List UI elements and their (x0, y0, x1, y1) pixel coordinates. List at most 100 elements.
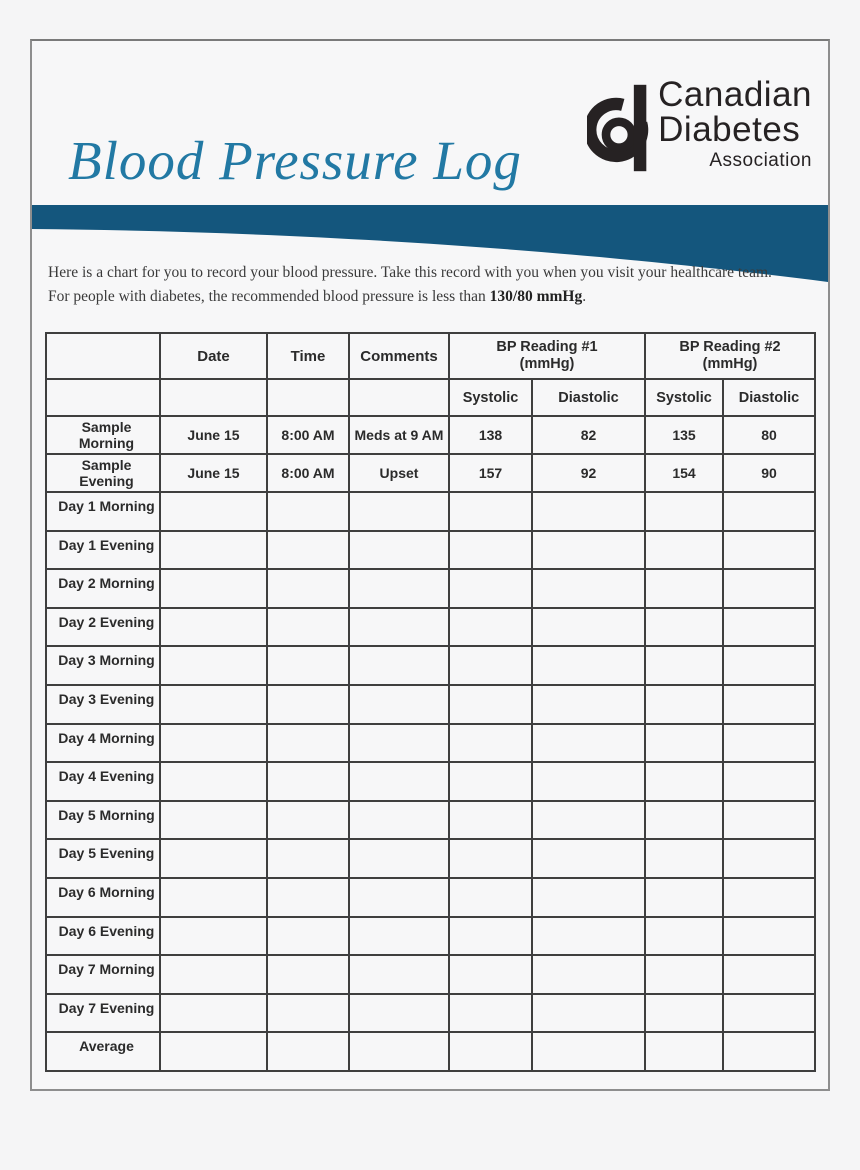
cell-comments (348, 491, 450, 532)
cell-dia1 (531, 1031, 646, 1072)
cell-date (159, 491, 268, 532)
cell-comments (348, 876, 450, 918)
cell-sys2 (644, 568, 724, 609)
bp2-unit: (mmHg) (702, 356, 758, 372)
table-row: Sample Evening June 15 8:00 AM Upset 157 92 15… (45, 453, 816, 493)
cell-time (266, 529, 350, 571)
table-header-row-2: Systolic Diastolic Systolic Diastolic (45, 378, 816, 417)
logo-diabetes: Diabetes (658, 110, 801, 149)
bp2-name: BP Reading #2 (679, 338, 781, 355)
empty-subheader-cell (45, 378, 161, 417)
cell-dia2 (722, 761, 816, 802)
row-label-cell: Day 1 Morning (45, 491, 161, 532)
cell-sys2 (644, 838, 724, 879)
cell-comments (348, 838, 450, 879)
blood-pressure-table: Date Time Comments BP Reading #1 (mmHg) … (45, 332, 816, 1072)
cell-sys1 (448, 683, 533, 725)
logo-canadian: Canadian (658, 75, 812, 114)
cell-dia1 (531, 838, 646, 879)
cell-comments (348, 1031, 450, 1072)
col-header-bp-reading-1: BP Reading #1 (mmHg) (448, 332, 646, 380)
col-header-bp-reading-2: BP Reading #2 (mmHg) (644, 332, 816, 380)
cell-sys2 (644, 722, 724, 764)
cell-comments (348, 722, 450, 764)
cell-dia1 (531, 568, 646, 609)
cell-comments (348, 954, 450, 995)
cell-sys1 (448, 491, 533, 532)
cell-time (266, 954, 350, 995)
cell-dia2 (722, 529, 816, 571)
bp-table-body: Sample Morning June 15 8:00 AM Meds at 9 AM… (45, 415, 816, 1072)
cell-sys1 (448, 568, 533, 609)
empty-subheader-cell (159, 378, 268, 417)
table-row: Day 7 Evening (45, 992, 816, 1034)
cell-date (159, 529, 268, 571)
cell-dia2 (722, 491, 816, 532)
row-label-cell: Day 6 Evening (45, 915, 161, 957)
row-label-cell: Day 4 Evening (45, 761, 161, 802)
cell-sys2: 135 (644, 415, 724, 455)
cell-date (159, 606, 268, 648)
cell-time: 8:00 AM (266, 415, 350, 455)
col-header-time: Time (266, 332, 350, 380)
row-label-cell: Day 7 Morning (45, 954, 161, 995)
cell-date (159, 645, 268, 686)
cell-sys1 (448, 954, 533, 995)
cell-dia2 (722, 722, 816, 764)
row-label-cell: Day 3 Morning (45, 645, 161, 686)
row-label-cell: Day 5 Morning (45, 799, 161, 841)
cell-time (266, 915, 350, 957)
cell-sys2 (644, 992, 724, 1034)
cell-dia2 (722, 992, 816, 1034)
table-row: Day 1 Morning (45, 491, 816, 532)
col-header-date: Date (159, 332, 268, 380)
page: Blood Pressure Log Canadian Diabetes Ass… (30, 39, 830, 1091)
cell-dia1: 92 (531, 453, 646, 493)
cell-date (159, 722, 268, 764)
cell-comments (348, 606, 450, 648)
cell-date (159, 799, 268, 841)
cell-dia2: 90 (722, 453, 816, 493)
subheader-systolic-1: Systolic (448, 378, 533, 417)
row-label-cell: Sample Evening (45, 453, 161, 493)
cell-time (266, 876, 350, 918)
cell-dia2 (722, 799, 816, 841)
cell-time (266, 645, 350, 686)
cell-dia1 (531, 761, 646, 802)
cell-sys1 (448, 645, 533, 686)
cell-time (266, 992, 350, 1034)
cell-sys2 (644, 954, 724, 995)
cell-dia1: 82 (531, 415, 646, 455)
table-row: Day 1 Evening (45, 529, 816, 571)
table-row: Day 2 Evening (45, 606, 816, 648)
cell-date (159, 915, 268, 957)
cell-date (159, 838, 268, 879)
cell-sys1 (448, 876, 533, 918)
cell-date: June 15 (159, 453, 268, 493)
cell-dia2 (722, 683, 816, 725)
cell-dia2 (722, 606, 816, 648)
cell-sys2 (644, 1031, 724, 1072)
cell-time (266, 568, 350, 609)
cell-sys1 (448, 799, 533, 841)
cell-time (266, 761, 350, 802)
row-label-cell: Day 2 Morning (45, 568, 161, 609)
cell-comments (348, 683, 450, 725)
intro-text: Here is a chart for you to record your b… (48, 261, 808, 308)
cell-dia2 (722, 1031, 816, 1072)
cda-logo: Canadian Diabetes Association (587, 77, 812, 176)
cell-comments (348, 529, 450, 571)
cell-date (159, 568, 268, 609)
empty-subheader-cell (266, 378, 350, 417)
cell-sys1 (448, 915, 533, 957)
cell-sys2: 154 (644, 453, 724, 493)
cell-dia2 (722, 876, 816, 918)
table-row: Day 3 Morning (45, 645, 816, 686)
cell-date (159, 954, 268, 995)
table-header-row-1: Date Time Comments BP Reading #1 (mmHg) … (45, 332, 816, 380)
bp1-name: BP Reading #1 (496, 338, 598, 355)
cell-dia1 (531, 799, 646, 841)
cell-time (266, 683, 350, 725)
cell-dia1 (531, 992, 646, 1034)
